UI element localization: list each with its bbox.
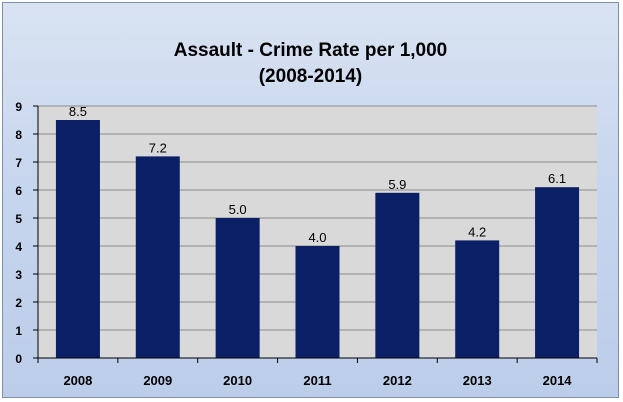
- x-tick-label: 2011: [303, 373, 331, 388]
- x-tick-label: 2009: [143, 373, 172, 388]
- y-tick-label: 1: [15, 324, 22, 338]
- y-tick-label: 8: [15, 128, 22, 142]
- y-tick-label: 5: [15, 212, 22, 226]
- y-tick-label: 6: [15, 184, 22, 198]
- bar: [375, 192, 420, 358]
- x-tick-label: 2014: [543, 373, 573, 388]
- y-tick-label: 0: [15, 352, 22, 366]
- data-label: 7.2: [149, 140, 167, 155]
- bar: [215, 218, 260, 358]
- x-tick-label: 2010: [223, 373, 252, 388]
- y-tick-label: 4: [15, 240, 22, 254]
- x-tick-label: 2012: [383, 373, 412, 388]
- y-tick-label: 3: [15, 268, 22, 282]
- bar: [455, 240, 500, 358]
- x-tick-label: 2008: [63, 373, 92, 388]
- data-label: 6.1: [548, 171, 566, 186]
- chart-title: Assault - Crime Rate per 1,000: [173, 40, 448, 61]
- bar: [535, 187, 580, 358]
- bar: [135, 156, 180, 358]
- y-tick-label: 9: [15, 100, 22, 114]
- data-label: 4.2: [468, 224, 486, 239]
- data-label: 4.0: [308, 230, 326, 245]
- data-label: 5.9: [388, 177, 406, 192]
- chart-subtitle: (2008-2014): [258, 66, 363, 87]
- data-label: 8.5: [69, 104, 87, 119]
- y-tick-label: 2: [15, 296, 22, 310]
- bar: [295, 246, 340, 358]
- bar: [55, 120, 100, 358]
- x-tick-label: 2013: [463, 373, 492, 388]
- y-tick-label: 7: [15, 156, 22, 170]
- data-label: 5.0: [229, 202, 247, 217]
